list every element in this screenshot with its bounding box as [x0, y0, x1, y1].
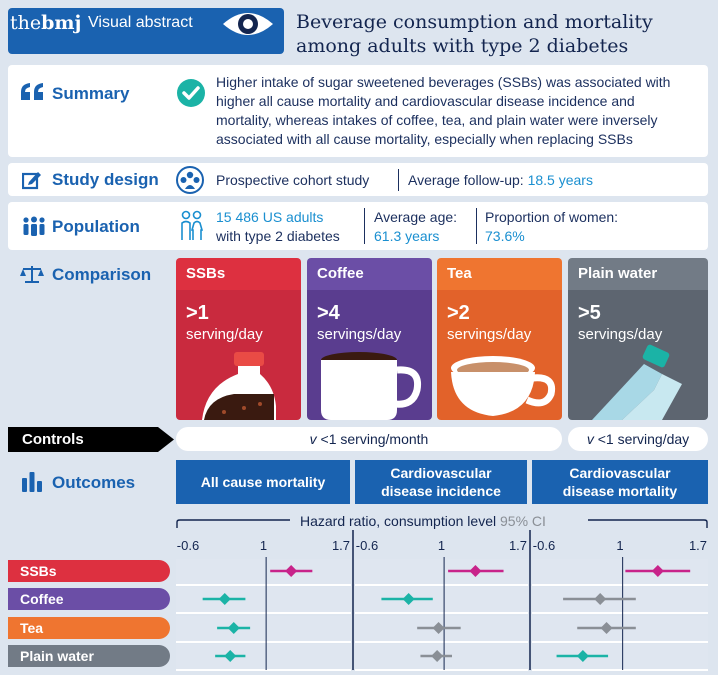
study-type: Prospective cohort study	[216, 172, 370, 188]
population-women: Proportion of women: 73.6%	[485, 209, 619, 244]
tea-cup-icon	[451, 356, 556, 416]
comparison-amount: >5	[578, 302, 601, 324]
eye-icon	[223, 13, 273, 35]
summary-label: Summary	[52, 84, 130, 103]
plot-row-bg	[355, 587, 528, 613]
control-ssb-coffee-tea: v <1 serving/month	[176, 427, 562, 451]
comparison-name: Tea	[447, 265, 472, 282]
comparison-tea: Tea >2 servings/day	[437, 258, 562, 420]
bmj-logo: thebmj	[10, 12, 82, 34]
population-count: 15 486 US adults with type 2 diabetes	[216, 209, 340, 244]
hr-point	[402, 593, 415, 605]
tick-label: -0.6	[177, 538, 199, 553]
pencil-icon	[22, 172, 41, 190]
outcomes-label: Outcomes	[52, 473, 136, 492]
water-bottle-icon	[592, 344, 682, 420]
comparison-label: Comparison	[52, 265, 152, 284]
hr-point	[432, 622, 445, 634]
axis-title: Hazard ratio, consumption level 95% CI	[300, 513, 546, 529]
study-design-card	[8, 163, 708, 196]
hr-point	[227, 622, 240, 634]
comparison-name: Plain water	[578, 265, 658, 282]
comparison-ssbs: SSBs >1 serving/day	[176, 258, 301, 420]
comparison-unit: servings/day	[578, 326, 663, 343]
tick-label: 1.7	[509, 538, 527, 553]
comparison-amount: >2	[447, 302, 470, 324]
plot-row-bg	[176, 559, 351, 585]
hr-point	[651, 565, 664, 577]
controls-label: Controls	[22, 431, 84, 448]
population-card	[8, 202, 708, 250]
followup: Average follow-up: 18.5 years	[408, 172, 593, 188]
tick-label: 1.7	[332, 538, 350, 553]
visual-abstract-label: Visual abstract	[88, 14, 193, 31]
comparison-unit: servings/day	[317, 326, 402, 343]
comparison-unit: serving/day	[186, 326, 263, 343]
soda-bottle-icon	[202, 352, 276, 420]
hr-point	[224, 650, 237, 662]
tick-label: 1.7	[689, 538, 707, 553]
comparison-amount: >1	[186, 302, 209, 324]
summary-card	[8, 65, 708, 157]
comparison-water: Plain water >5 servings/day	[568, 258, 708, 420]
population-age: Average age: 61.3 years	[374, 209, 458, 244]
population-label: Population	[52, 217, 140, 236]
hr-point	[431, 650, 444, 662]
check-circle-icon	[177, 79, 205, 107]
row-label-ssbs: SSBs	[8, 560, 170, 582]
outcome-cvd-mortality: Cardiovascular disease mortality	[532, 460, 708, 504]
people-icon	[23, 216, 45, 236]
controls-arrow-label	[8, 427, 174, 452]
tick-label: 1	[438, 538, 445, 553]
study-design-label: Study design	[52, 170, 159, 189]
axis-bracket	[176, 519, 708, 528]
hr-point	[285, 565, 298, 577]
comparison-unit: servings/day	[447, 326, 532, 343]
divider	[364, 208, 365, 244]
bar-chart-icon	[22, 472, 42, 492]
page-title: Beverage consumption and mortality among…	[296, 11, 653, 57]
quote-icon	[21, 83, 43, 100]
plot-row-bg	[176, 616, 351, 642]
hr-point	[594, 593, 607, 605]
hr-point	[218, 593, 231, 605]
row-label-water: Plain water	[8, 645, 170, 667]
outcome-cvd-incidence: Cardiovascular disease incidence	[355, 460, 527, 504]
tick-label: 1	[260, 538, 267, 553]
control-water: v <1 serving/day	[568, 427, 708, 451]
tick-label: -0.6	[533, 538, 555, 553]
comparison-name: SSBs	[186, 265, 226, 282]
comparison-coffee: Coffee >4 servings/day	[307, 258, 432, 420]
plot-row-bg	[176, 644, 351, 670]
outcome-all-cause: All cause mortality	[176, 460, 350, 504]
row-label-tea: Tea	[8, 617, 170, 639]
tick-label: 1	[616, 538, 623, 553]
group-icon	[176, 166, 204, 194]
divider	[476, 208, 477, 244]
scales-icon	[20, 266, 44, 283]
summary-text: Higher intake of sugar sweetened beverag…	[216, 74, 671, 147]
comparison-amount: >4	[317, 302, 340, 324]
hr-point	[576, 650, 589, 662]
divider	[398, 169, 399, 191]
hr-point	[600, 622, 613, 634]
row-label-coffee: Coffee	[8, 588, 170, 610]
adults-icon	[181, 210, 204, 240]
coffee-cup-icon	[321, 352, 422, 420]
hr-point	[469, 565, 482, 577]
plot-row-bg	[176, 587, 351, 613]
tick-label: -0.6	[356, 538, 378, 553]
comparison-name: Coffee	[317, 265, 364, 282]
